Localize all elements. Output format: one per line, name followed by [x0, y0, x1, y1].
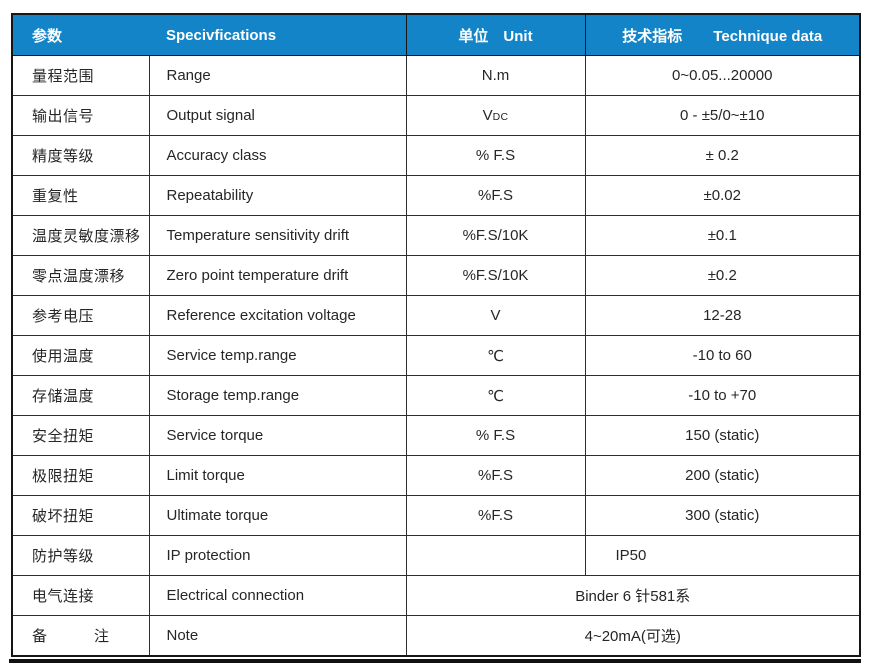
param-en-cell: Limit torque: [148, 455, 407, 496]
table-row-ip-protection: 防护等级 IP protection IP50: [11, 535, 861, 576]
param-zh-cell: 重复性: [11, 175, 150, 216]
value-cell: IP50: [584, 535, 861, 576]
header-tech-en: Technique data: [713, 27, 823, 45]
param-zh-cell: 备 注: [11, 615, 150, 657]
table-row-temperature-sensitivity-drift: 温度灵敏度漂移 Temperature sensitivity drift %F…: [11, 215, 861, 256]
unit-cell: %F.S: [405, 455, 586, 496]
unit-cell: N.m: [405, 55, 586, 96]
param-zh-cell: 防护等级: [11, 535, 150, 576]
param-zh-cell: 温度灵敏度漂移: [11, 215, 150, 256]
param-en-cell: Storage temp.range: [148, 375, 407, 416]
param-zh-cell: 破坏扭矩: [11, 495, 150, 536]
param-en-cell: IP protection: [148, 535, 407, 576]
param-en-cell: Range: [148, 55, 407, 96]
param-zh-cell: 安全扭矩: [11, 415, 150, 456]
header-technique-data: 技术指标 Technique data: [584, 13, 861, 56]
unit-cell: %F.S/10K: [405, 255, 586, 296]
table-row-note: 备 注 Note 4~20mA(可选): [11, 615, 861, 657]
header-unit-zh: 单位: [458, 27, 489, 45]
value-cell: -10 to +70: [584, 375, 861, 416]
unit-cell: V: [405, 295, 586, 336]
param-en-cell: Ultimate torque: [148, 495, 407, 536]
spec-table: 参数 Specivfications 单位 Unit 技术指标 Technique …: [11, 13, 861, 657]
bottom-rule: [9, 659, 861, 663]
value-cell: 12-28: [584, 295, 861, 336]
unit-cell: % F.S: [405, 135, 586, 176]
value-cell: 150 (static): [584, 415, 861, 456]
param-en-cell: Accuracy class: [148, 135, 407, 176]
table-row-electrical-connection: 电气连接 Electrical connection Binder 6 针581…: [11, 575, 861, 616]
param-en-cell: Service torque: [148, 415, 407, 456]
value-cell: ± 0.2: [584, 135, 861, 176]
param-en-cell: Zero point temperature drift: [148, 255, 407, 296]
unit-main: V: [482, 107, 493, 124]
param-zh-cell: 零点温度漂移: [11, 255, 150, 296]
param-en-cell: Repeatability: [148, 175, 407, 216]
value-cell: 0~0.05...20000: [584, 55, 861, 96]
param-zh-cell: 精度等级: [11, 135, 150, 176]
value-cell: ±0.1: [584, 215, 861, 256]
value-cell-merged: Binder 6 针581系: [405, 575, 861, 616]
header-param: 参数: [11, 13, 149, 56]
table-row-repeatability: 重复性 Repeatability %F.S ±0.02: [11, 175, 861, 216]
table-row-storage-temp-range: 存储温度 Storage temp.range ℃ -10 to +70: [11, 375, 861, 416]
table-row-zero-point-temperature-drift: 零点温度漂移 Zero point temperature drift %F.S…: [11, 255, 861, 296]
header-param-zh: 参数: [32, 27, 63, 45]
param-en-cell: Service temp.range: [148, 335, 407, 376]
param-zh-cell: 参考电压: [11, 295, 150, 336]
value-cell: 200 (static): [584, 455, 861, 496]
value-cell: ±0.02: [584, 175, 861, 216]
param-zh-cell: 输出信号: [11, 95, 150, 136]
param-en-cell: Note: [148, 615, 407, 657]
table-row-reference-excitation-voltage: 参考电压 Reference excitation voltage V 12-2…: [11, 295, 861, 336]
param-zh-cell: 电气连接: [11, 575, 150, 616]
param-en-cell: Output signal: [148, 95, 407, 136]
param-en-cell: Reference excitation voltage: [148, 295, 407, 336]
unit-subscript: DC: [492, 111, 509, 123]
value-cell: -10 to 60: [584, 335, 861, 376]
param-zh-cell: 极限扭矩: [11, 455, 150, 496]
header-spec-en: Specivfications: [166, 26, 277, 44]
value-cell: 0 - ±5/0~±10: [584, 95, 861, 136]
table-row-output-signal: 输出信号 Output signal VDC 0 - ±5/0~±10: [11, 95, 861, 136]
value-cell: 300 (static): [584, 495, 861, 536]
value-cell: ±0.2: [584, 255, 861, 296]
unit-cell: ℃: [405, 375, 586, 416]
param-zh-cell: 量程范围: [11, 55, 150, 96]
header-unit: 单位 Unit: [405, 13, 586, 56]
unit-cell: %F.S: [405, 495, 586, 536]
unit-cell: ℃: [405, 335, 586, 376]
table-row-accuracy-class: 精度等级 Accuracy class % F.S ± 0.2: [11, 135, 861, 176]
table-row-service-torque: 安全扭矩 Service torque % F.S 150 (static): [11, 415, 861, 456]
unit-cell: % F.S: [405, 415, 586, 456]
table-row-service-temp-range: 使用温度 Service temp.range ℃ -10 to 60: [11, 335, 861, 376]
value-cell-merged: 4~20mA(可选): [405, 615, 861, 657]
param-en-cell: Electrical connection: [148, 575, 407, 616]
header-specifications: Specivfications: [148, 13, 407, 56]
param-en-cell: Temperature sensitivity drift: [148, 215, 407, 256]
param-zh-cell: 使用温度: [11, 335, 150, 376]
unit-cell: %F.S: [405, 175, 586, 216]
header-unit-en: Unit: [503, 27, 533, 45]
table-row-limit-torque: 极限扭矩 Limit torque %F.S 200 (static): [11, 455, 861, 496]
unit-cell: %F.S/10K: [405, 215, 586, 256]
table-row-ultimate-torque: 破坏扭矩 Ultimate torque %F.S 300 (static): [11, 495, 861, 536]
header-row: 参数 Specivfications 单位 Unit 技术指标 Technique …: [11, 13, 861, 56]
param-zh-cell: 存储温度: [11, 375, 150, 416]
table-row-range: 量程范围 Range N.m 0~0.05...20000: [11, 55, 861, 96]
header-tech-zh: 技术指标: [622, 27, 683, 45]
unit-cell: VDC: [405, 95, 586, 136]
unit-cell: [405, 535, 586, 576]
